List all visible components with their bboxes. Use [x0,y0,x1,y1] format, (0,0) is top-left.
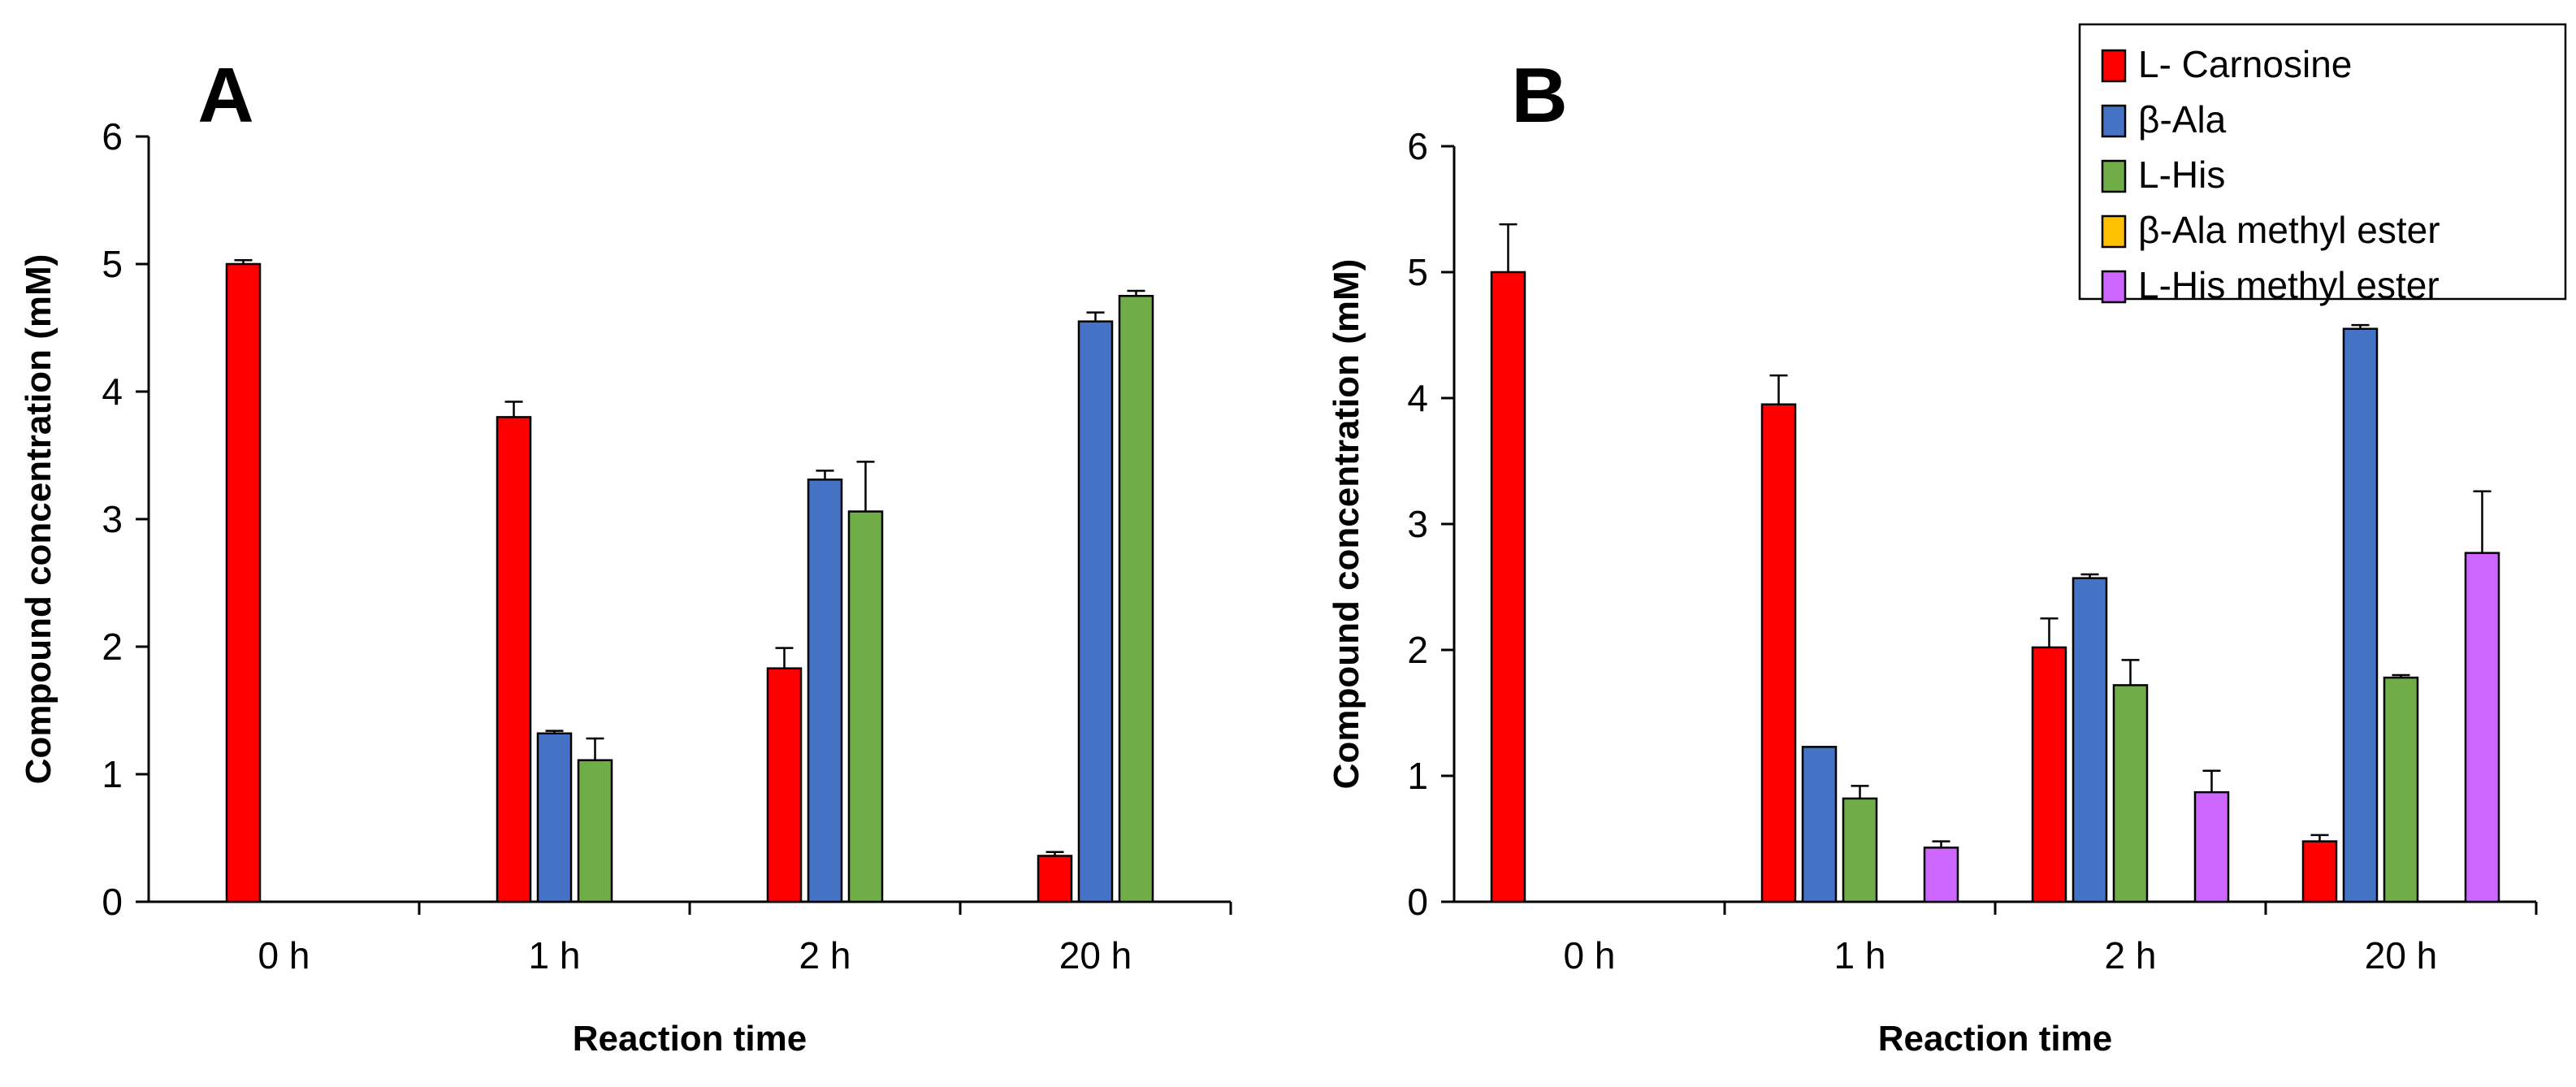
legend-label-l-his: L-His [2138,154,2225,196]
y-tick-label: 5 [102,243,123,285]
y-tick-label: 3 [102,498,123,540]
y-axis-title: Compound concentration (mM) [19,254,58,785]
bar-l-carnosine-20-h [1037,855,1073,903]
y-tick-label: 2 [1407,629,1428,671]
x-tick-label: 0 h [1564,934,1616,977]
bar-l-his-methyl-ester-1-h [1923,847,1959,903]
bar-l-carnosine-0-h [225,262,262,903]
bar-beta-ala-1-h [1801,746,1838,903]
x-tick-label: 1 h [529,934,581,977]
bar-l-his-2-h [847,510,884,903]
y-tick-label: 2 [102,626,123,668]
legend-label-beta-ala-methyl-ester: β-Ala methyl ester [2138,209,2440,251]
legend-swatch-l-his [2101,159,2127,193]
bar-l-his-methyl-ester-2-h [2193,790,2230,903]
chart-panel-b: B 0 1 2 3 4 5 6 0 h 1 h 2 h 20 h Reaction time Compou… [1327,52,2538,1059]
x-tick-label: 2 h [799,934,851,977]
bar-beta-ala-2-h [2072,577,2108,903]
x-tick-label: 0 h [258,934,310,977]
x-tick-label: 2 h [2105,934,2157,977]
y-tick-label: 6 [102,115,123,158]
bar-beta-ala-20-h [1077,320,1114,903]
y-tick-label: 5 [1407,251,1428,293]
y-tick-label: 0 [1407,881,1428,923]
legend-box [2078,23,2567,301]
bar-l-his-1-h [1842,797,1878,903]
x-tick-label: 1 h [1834,934,1886,977]
y-tick-label: 6 [1407,125,1428,167]
bar-beta-ala-1-h [536,732,573,903]
bar-l-carnosine-0-h [1490,271,1526,903]
bar-beta-ala-20-h [2342,327,2379,903]
legend-swatch-beta-ala-methyl-ester [2101,214,2127,249]
y-tick-label: 1 [102,753,123,795]
y-tick-label: 4 [102,370,123,413]
x-axis-title: Reaction time [573,1019,807,1059]
y-tick-label: 3 [1407,503,1428,545]
legend: L- Carnosine β-Ala L-His β-Ala methyl ester… [2078,23,2567,306]
bar-l-his-2-h [2112,684,2149,903]
legend-label-l-carnosine: L- Carnosine [2138,43,2352,85]
x-tick-label: 20 h [2365,934,2438,977]
y-tick-label: 1 [1407,755,1428,797]
bar-l-carnosine-2-h [2031,646,2067,903]
bar-beta-ala-2-h [807,479,843,903]
bar-l-carnosine-2-h [766,667,803,903]
bar-l-his-20-h [1118,295,1154,903]
bar-l-his-20-h [2383,676,2419,903]
y-axis-title: Compound concentration (mM) [1327,259,1366,790]
bar-l-carnosine-1-h [496,416,532,903]
bar-l-his-1-h [577,759,613,903]
panel-letter-b: B [1511,52,1567,139]
x-axis-title: Reaction time [1878,1019,2113,1059]
y-tick-label: 0 [102,881,123,923]
y-tick-label: 4 [1407,377,1428,419]
legend-swatch-l-his-methyl-ester [2101,270,2127,304]
bar-l-carnosine-1-h [1760,403,1797,903]
legend-label-l-his-methyl-ester: L-His methyl ester [2138,264,2440,306]
chart-panel-a: A 0 1 2 3 4 5 6 0 h 1 h 2 h 20 h Reaction time Compou… [19,52,1232,1059]
legend-swatch-l-carnosine [2101,49,2127,83]
bar-l-his-methyl-ester-20-h [2464,552,2500,903]
x-tick-label: 20 h [1059,934,1132,977]
legend-swatch-beta-ala [2101,104,2127,138]
legend-label-beta-ala: β-Ala [2138,98,2227,141]
bar-l-carnosine-20-h [2301,840,2338,903]
panel-letter-a: A [197,52,253,139]
